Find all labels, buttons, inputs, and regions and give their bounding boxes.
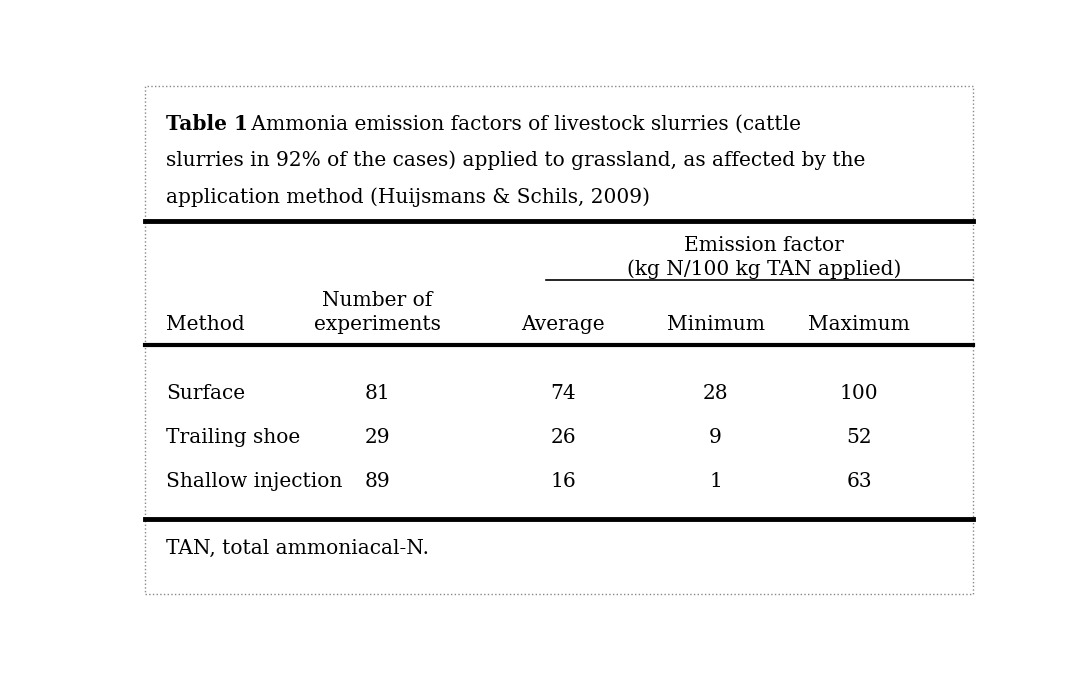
Text: experiments: experiments <box>314 315 441 334</box>
Text: 63: 63 <box>847 472 872 491</box>
Text: Table 1: Table 1 <box>166 114 248 135</box>
Text: 89: 89 <box>364 472 391 491</box>
Text: Average: Average <box>521 315 606 334</box>
Text: application method (Huijsmans & Schils, 2009): application method (Huijsmans & Schils, … <box>166 187 650 207</box>
Text: 1: 1 <box>709 472 722 491</box>
Text: Ammonia emission factors of livestock slurries (cattle: Ammonia emission factors of livestock sl… <box>244 114 801 133</box>
Text: 29: 29 <box>364 428 391 447</box>
FancyBboxPatch shape <box>145 86 973 594</box>
Text: TAN, total ammoniacal-N.: TAN, total ammoniacal-N. <box>166 539 429 559</box>
Text: Surface: Surface <box>166 384 245 403</box>
Text: (kg N/100 kg TAN applied): (kg N/100 kg TAN applied) <box>627 260 901 279</box>
Text: 100: 100 <box>840 384 878 403</box>
Text: Method: Method <box>166 315 244 334</box>
Text: 74: 74 <box>551 384 576 403</box>
Text: 26: 26 <box>551 428 576 447</box>
Text: Trailing shoe: Trailing shoe <box>166 428 300 447</box>
Text: Number of: Number of <box>322 291 432 310</box>
Text: Emission factor: Emission factor <box>684 236 844 255</box>
Text: 52: 52 <box>847 428 872 447</box>
Text: Minimum: Minimum <box>667 315 765 334</box>
Text: 81: 81 <box>364 384 391 403</box>
Text: Shallow injection: Shallow injection <box>166 472 343 491</box>
Text: 28: 28 <box>703 384 729 403</box>
Text: slurries in 92% of the cases) applied to grassland, as affected by the: slurries in 92% of the cases) applied to… <box>166 151 865 170</box>
Text: Maximum: Maximum <box>808 315 910 334</box>
Text: 16: 16 <box>551 472 576 491</box>
Text: 9: 9 <box>709 428 722 447</box>
